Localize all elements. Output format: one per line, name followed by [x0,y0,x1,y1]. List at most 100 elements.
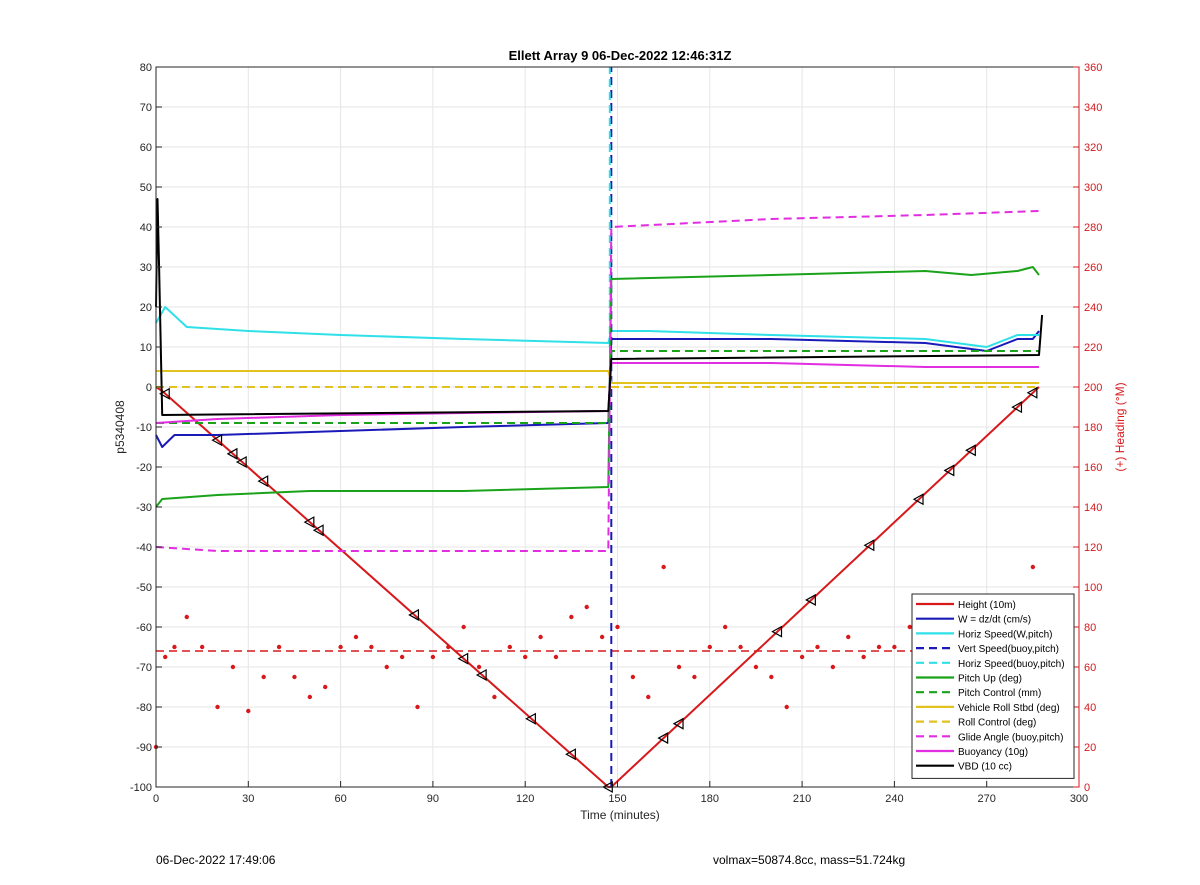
height-marker [771,625,783,638]
heading-point [384,664,389,670]
legend-label-pitch_ctrl: Pitch Control (mm) [958,688,1041,699]
heading-point [553,654,559,660]
height-marker [1026,386,1038,399]
legend-box [911,593,1075,779]
heading-point [753,664,759,670]
heading-point [415,704,420,710]
legend: Height (10m) W = dz/dt (cm/s) Horiz Speed(… [911,593,1075,779]
y-tick-label-right: 340 [1084,102,1102,114]
y-tick-label-right: 200 [1084,382,1102,394]
y-tick-label-left: -40 [136,542,152,554]
y-tick-label-left: 10 [140,342,152,354]
y-tick-label-right: 40 [1084,702,1096,714]
y-axis-label-left: p5340408 [113,400,127,454]
y-tick-label-left: 30 [140,262,152,274]
height-marker [912,493,924,506]
heading-point [707,644,712,650]
y-tick-label-right: 260 [1084,262,1102,274]
heading-point [538,634,543,640]
heading-point [815,644,820,650]
height-marker [525,712,536,725]
x-tick-label: 300 [1070,793,1088,805]
heading-point [584,604,589,610]
y-tick-label-left: -70 [136,662,152,674]
x-tick-label: 0 [153,793,159,805]
heading-point [230,664,236,670]
series-layer [153,67,1044,794]
height-marker [565,748,576,761]
y-tick-label-right: 60 [1084,662,1096,674]
heading-point [784,704,789,710]
y-tick-label-left: 20 [140,302,152,314]
x-tick-label: 180 [701,793,719,805]
y-tick-label-left: 0 [146,382,152,394]
heading-point [630,674,636,680]
heading-point [907,624,912,630]
legend-label-buoy: Buoyancy (10g) [958,747,1028,758]
heading-point [163,654,168,660]
y-tick-label-right: 120 [1084,542,1102,554]
y-tick-label-right: 100 [1084,582,1102,594]
y-tick-label-left: -30 [136,502,152,514]
y-tick-label-right: 360 [1084,62,1102,74]
heading-point [276,644,282,650]
height-marker [226,447,238,460]
series-hspeed_w-line [155,306,1039,348]
heading-point [492,694,497,700]
heading-point [830,664,836,670]
heading-point [1030,564,1036,570]
y-tick-label-right: 180 [1084,422,1102,434]
heading-point [569,614,574,620]
heading-point [338,644,343,650]
series-pitch_up-line [155,266,1040,508]
heading-point [846,634,851,640]
heading-point [876,644,882,650]
footer-timestamp: 06-Dec-2022 17:49:06 [156,853,276,867]
heading-point [722,624,728,630]
heading-point [461,624,466,630]
height-marker [303,516,315,529]
legend-label-roll: Vehicle Roll Stbd (deg) [958,703,1060,714]
height-marker [863,539,875,552]
heading-point [799,654,805,660]
heading-point [599,634,605,640]
legend-label-w: W = dz/dt (cm/s) [958,615,1031,626]
heading-point [523,654,528,660]
heading-point [861,654,866,660]
y-tick-label-right: 20 [1084,742,1096,754]
y-tick-label-right: 160 [1084,462,1102,474]
y-axis-label-right: (+) Heading (°M) [1113,382,1127,471]
heading-point [738,644,743,650]
height-marker [457,652,469,665]
y-tick-label-left: 40 [140,222,152,234]
height-marker [408,608,420,621]
heading-point [199,644,205,650]
heading-point [184,614,189,620]
y-tick-label-right: 240 [1084,302,1102,314]
y-tick-label-right: 320 [1084,142,1102,154]
y-tick-label-right: 80 [1084,622,1096,634]
ticks: 0 30 60 90 120 150 180 210 240 270 300807060504030… [130,62,1102,805]
legend-label-glide: Glide Angle (buoy,pitch) [958,732,1063,743]
legend-label-hspeed_buoy: Horiz Speed(buoy,pitch) [958,659,1065,670]
height-marker [805,593,816,606]
y-tick-label-left: -60 [136,622,152,634]
height-marker [158,387,170,400]
x-tick-label: 60 [334,793,346,805]
heading-point [615,624,620,630]
heading-point [892,644,897,650]
x-tick-label: 120 [516,793,534,805]
legend-label-vbd: VBD (10 cc) [958,762,1012,773]
x-tick-label: 210 [793,793,811,805]
heading-point [307,694,313,700]
heading-point [430,654,436,660]
heading-point [676,664,682,670]
heading-point [692,674,697,680]
chart-title: Ellett Array 9 06-Dec-2022 12:46:31Z [509,48,732,63]
height-marker [211,434,223,447]
heading-point [399,654,405,660]
series-glide-line [155,210,1040,552]
legend-label-height: Height (10m) [958,600,1016,611]
legend-label-pitch_up: Pitch Up (deg) [958,674,1022,685]
